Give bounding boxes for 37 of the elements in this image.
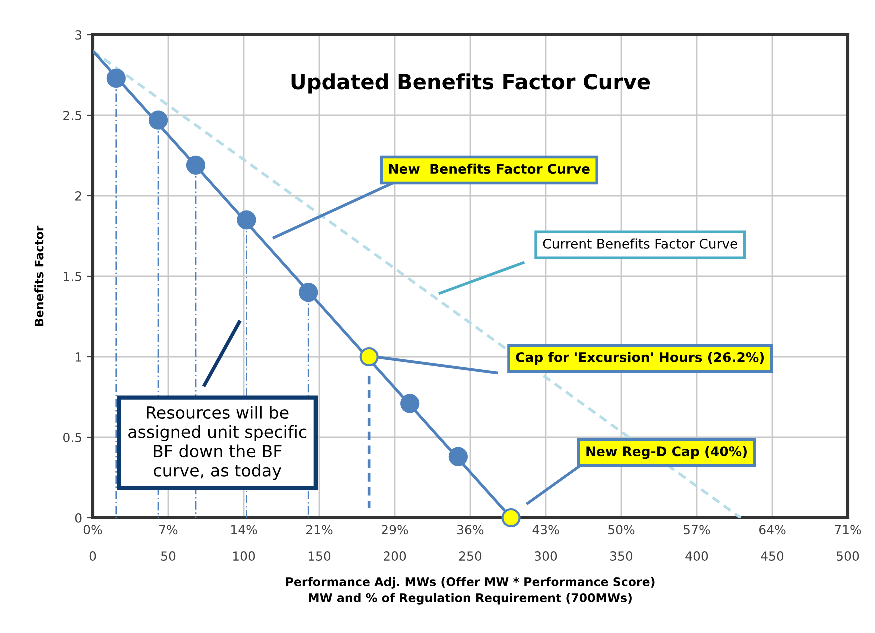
- x-tick-label: 250: [459, 552, 482, 562]
- x-tick-label: 150: [308, 552, 331, 562]
- x2-tick-label: 36%: [458, 525, 484, 535]
- y-tick-label: 2: [76, 191, 82, 201]
- x-tick-label: 100: [233, 552, 256, 562]
- x-tick-label: 0: [90, 552, 96, 562]
- x2-tick-label: 7%: [160, 525, 178, 535]
- annotation: Cap for 'Excursion' Hours (26.2%): [516, 352, 764, 365]
- x2-tick-label: 50%: [608, 525, 635, 535]
- x-tick-label: 200: [384, 552, 406, 562]
- x-axis-title: Performance Adj. MWs (Offer MW * Performance Score) MW and % of Regulation Requirement (700MWs): [286, 577, 655, 605]
- x2-tick-label: 14%: [232, 525, 258, 535]
- x-tick-label: 300: [535, 552, 558, 562]
- x-tick-label: 350: [610, 552, 633, 562]
- y-tick-label: 0: [75, 513, 82, 523]
- x2-tick-label: 0%: [84, 525, 102, 535]
- y-tick-label: 0.5: [64, 432, 82, 442]
- x2-tick-label: 29%: [382, 525, 408, 535]
- annotation: New Reg-D Cap (40%): [586, 446, 747, 460]
- x-tick-label: 500: [837, 552, 860, 562]
- text: Updated Benefits Factor Curve: [292, 74, 650, 94]
- x2-tick-label: 64%: [760, 525, 786, 535]
- x-tick-label: 400: [686, 552, 708, 562]
- y-tick-label: 1.5: [64, 272, 82, 282]
- x-tick-label: 50: [162, 552, 176, 562]
- x2-tick-label: 57%: [684, 525, 710, 535]
- x2-tick-label: 71%: [835, 525, 862, 535]
- y-tick-label: 3: [76, 30, 82, 40]
- annotation: New Benefits Factor Curve: [389, 164, 590, 174]
- y-axis-title: Benefits Factor: [34, 226, 44, 326]
- annotation: Resources will be assigned unit specific BF down the BF curve, as today: [128, 406, 307, 480]
- y-tick-label: 1: [76, 352, 82, 362]
- x-tick-label: 450: [761, 552, 784, 562]
- x2-tick-label: 43%: [532, 525, 560, 535]
- x2-tick-label: 21%: [306, 525, 333, 535]
- y-tick-label: 2.5: [64, 110, 82, 120]
- annotation: Current Benefits Factor Curve: [543, 238, 738, 249]
